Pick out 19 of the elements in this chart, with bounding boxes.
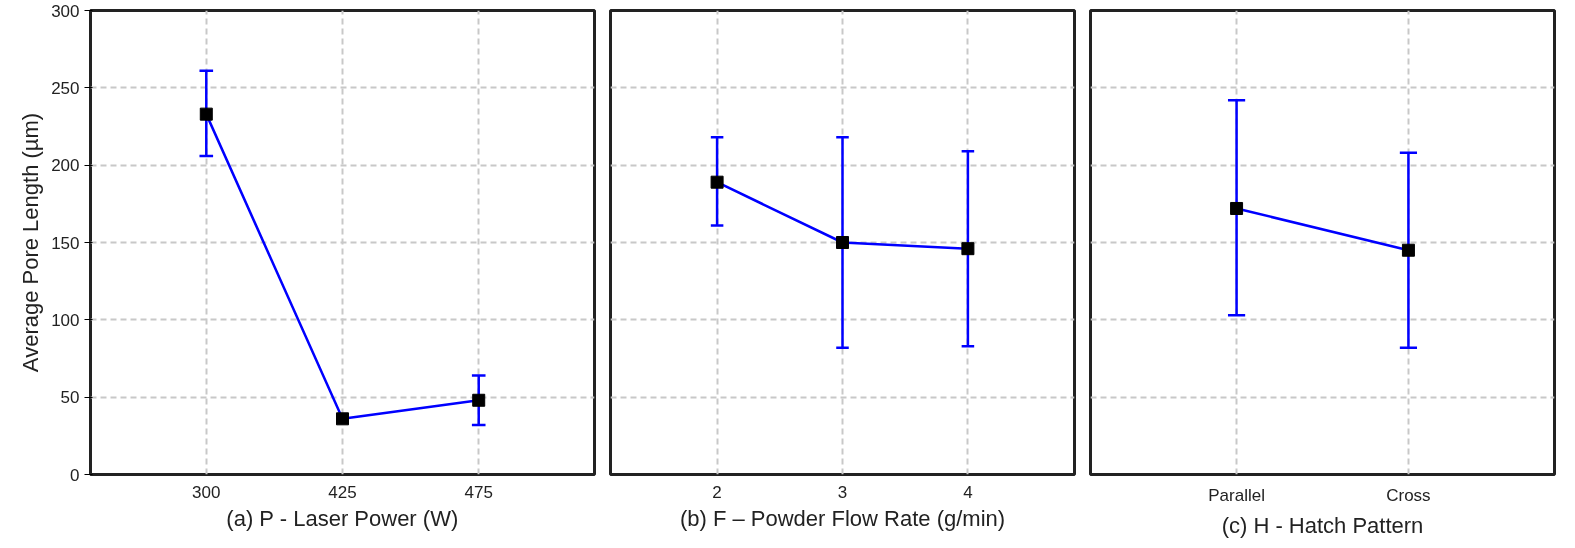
x-axis-title: (a) P - Laser Power (W)	[226, 505, 459, 531]
y-tick-label: 150	[51, 233, 80, 253]
x-tick-label: 2	[712, 482, 722, 502]
x-axis-title: (c) H - Hatch Pattern	[1221, 512, 1424, 538]
y-axis-title: Average Pore Length (µm)	[18, 112, 44, 373]
x-tick-label: Parallel	[1208, 485, 1265, 505]
y-tick-label: 100	[51, 310, 80, 330]
x-tick-label: 425	[328, 482, 357, 502]
y-tick-label: 0	[70, 465, 80, 485]
x-axis-title: (b) F – Powder Flow Rate (g/min)	[679, 505, 1006, 531]
x-tick-label: Cross	[1386, 485, 1431, 505]
y-tick-label: 300	[51, 1, 80, 21]
x-tick-label: 4	[963, 482, 973, 502]
x-tick-label: 300	[192, 482, 221, 502]
y-tick-label: 250	[51, 78, 80, 98]
y-tick-label: 50	[60, 388, 80, 408]
y-tick-label: 200	[51, 156, 80, 176]
x-tick-label: 3	[837, 482, 848, 502]
x-tick-label: 475	[464, 482, 493, 502]
